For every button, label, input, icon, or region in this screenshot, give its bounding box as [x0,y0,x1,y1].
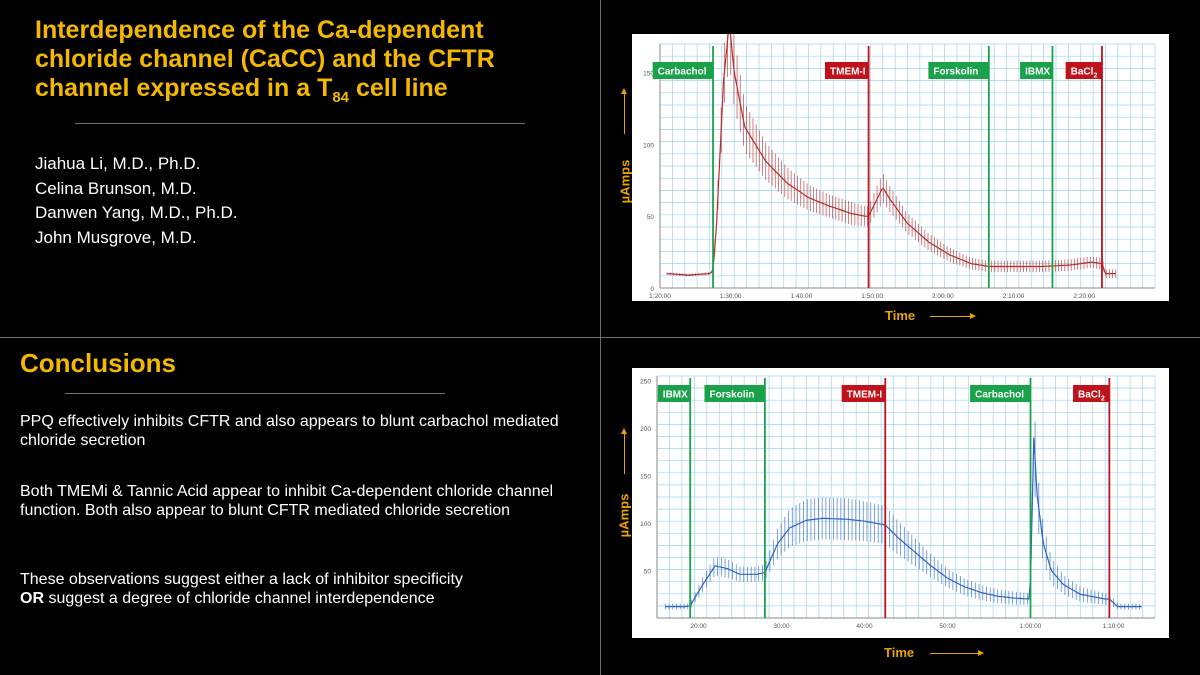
title-line-1: Interdependence of the Ca-dependent [35,16,484,44]
x-tick-label: 1:10:00 [1103,623,1125,630]
title-rule [75,123,525,124]
event-label-sub: 2 [1101,396,1105,403]
conclusions-heading: Conclusions [20,348,177,378]
event-label: BaCl2 [1078,390,1105,403]
title-line-3: channel expressed in a T [35,74,333,102]
horizontal-divider [0,337,1200,338]
event-marker: Carbachol [970,378,1032,618]
event-marker: Carbachol [652,46,714,288]
x-tick-label: 1:50:00 [861,293,883,300]
chart-ibmx-first: 50 100 150 200 250 20:00 30:00 40:00 50:00 1:00:0… [632,368,1169,638]
conclusion-3-or: OR [20,590,44,607]
x-tick-label: 1:40:00 [791,293,813,300]
event-label-box [1020,62,1053,79]
y-tick-label: 50 [647,214,655,221]
x-tick-label: 1:20:00 [649,293,671,300]
x-tick-label: 2:00:00 [932,293,954,300]
y-tick-label: 100 [640,521,651,528]
chart-1-plot: 0 50 100 150 1:20:00 1:30:00 1:40:00 1:50:00 2:0… [643,34,1156,300]
event-marker: IBMX [657,378,692,618]
conclusion-3-line-2: suggest a degree of chloride channel int… [44,590,435,607]
trace [664,421,1142,610]
y-tick-label: 250 [640,379,651,386]
event-marker: BaCl2 [1065,46,1103,288]
x-tick-label: 1:30:00 [720,293,742,300]
title-line-2: chloride channel (CaCC) and the CFTR [35,45,495,73]
chart-1-xlabel: Time [885,308,916,323]
event-label: Forskolin [933,67,978,78]
event-label: IBMX [663,390,688,401]
event-label-sub: 2 [1093,73,1097,80]
chart-1-ylabel: µAmps [617,159,633,204]
event-label: IBMX [1025,67,1050,78]
conclusion-1: PPQ effectively inhibits CFTR and also a… [20,413,559,449]
event-marker: IBMX [1020,46,1054,288]
event-label: TMEM-I [830,67,866,78]
y-tick-label: 50 [644,569,652,576]
y-tick-label: 150 [643,71,654,78]
author: Danwen Yang, M.D., Ph.D. [35,203,238,222]
event-marker: Forskolin [928,46,990,288]
title-subscript: 84 [332,89,350,106]
event-marker: Forskolin [704,378,766,618]
trace [666,34,1117,278]
title-line-3-end: cell line [349,74,448,102]
author: Celina Brunson, M.D. [35,178,197,198]
y-tick-label: 150 [640,474,651,481]
event-marker: BaCl2 [1073,378,1111,618]
x-tick-label: 2:10:00 [1003,293,1025,300]
trace-mean-line [667,34,1116,276]
event-label-box [970,385,1031,402]
event-label-box [928,62,989,79]
event-label-box [1065,62,1102,79]
grid [659,43,1156,289]
event-label-box [704,385,765,402]
x-tick-label: 2:20:00 [1073,293,1095,300]
x-tick-label: 20:00 [690,623,707,630]
event-label-box [825,62,869,79]
conclusion-2: Both TMEMi & Tannic Acid appear to inhib… [20,483,554,519]
chart-2-x-arrow [930,650,984,656]
event-label-box [841,385,886,402]
y-tick-label: 0 [650,286,654,293]
event-label: Forskolin [710,390,755,401]
y-tick-label: 200 [640,426,651,433]
event-marker: TMEM-I [841,378,887,618]
event-label-box [1073,385,1110,402]
conclusion-3-line-1: These observations suggest either a lack… [20,571,463,588]
event-label-box [657,385,691,402]
x-tick-label: 50:00 [939,623,956,630]
event-marker: TMEM-I [825,46,870,288]
trace-mean-line [665,437,1142,608]
event-label: Carbachol [975,390,1024,401]
event-label: BaCl2 [1071,67,1098,80]
conclusions-rule [65,393,445,394]
event-label-box [652,62,714,79]
event-label: TMEM-I [847,390,883,401]
x-tick-label: 1:00:00 [1020,623,1042,630]
grid [656,375,1156,619]
chart-2-ylabel: µAmps [616,493,632,538]
chart-2-xlabel: Time [884,645,915,660]
chart-1-y-arrow [621,88,627,134]
chart-carbachol-first: 0 50 100 150 1:20:00 1:30:00 1:40:00 1:50:00 2:0… [632,34,1169,301]
chart-1-x-arrow [930,313,976,319]
author: Jiahua Li, M.D., Ph.D. [35,154,201,173]
x-tick-label: 30:00 [773,623,790,630]
slide-title: Interdependence of the Ca-dependent chlo… [35,16,575,106]
event-label: Carbachol [658,67,707,78]
chart-2-y-arrow [621,428,627,474]
chart-2-plot: 50 100 150 200 250 20:00 30:00 40:00 50:00 1:00:0… [640,375,1156,630]
author-list: Jiahua Li, M.D., Ph.D. Celina Brunson, M… [35,152,238,250]
author: John Musgrove, M.D. [35,227,197,247]
y-tick-label: 100 [643,142,654,149]
x-tick-label: 40:00 [856,623,873,630]
conclusion-3: These observations suggest either a lack… [20,570,580,608]
